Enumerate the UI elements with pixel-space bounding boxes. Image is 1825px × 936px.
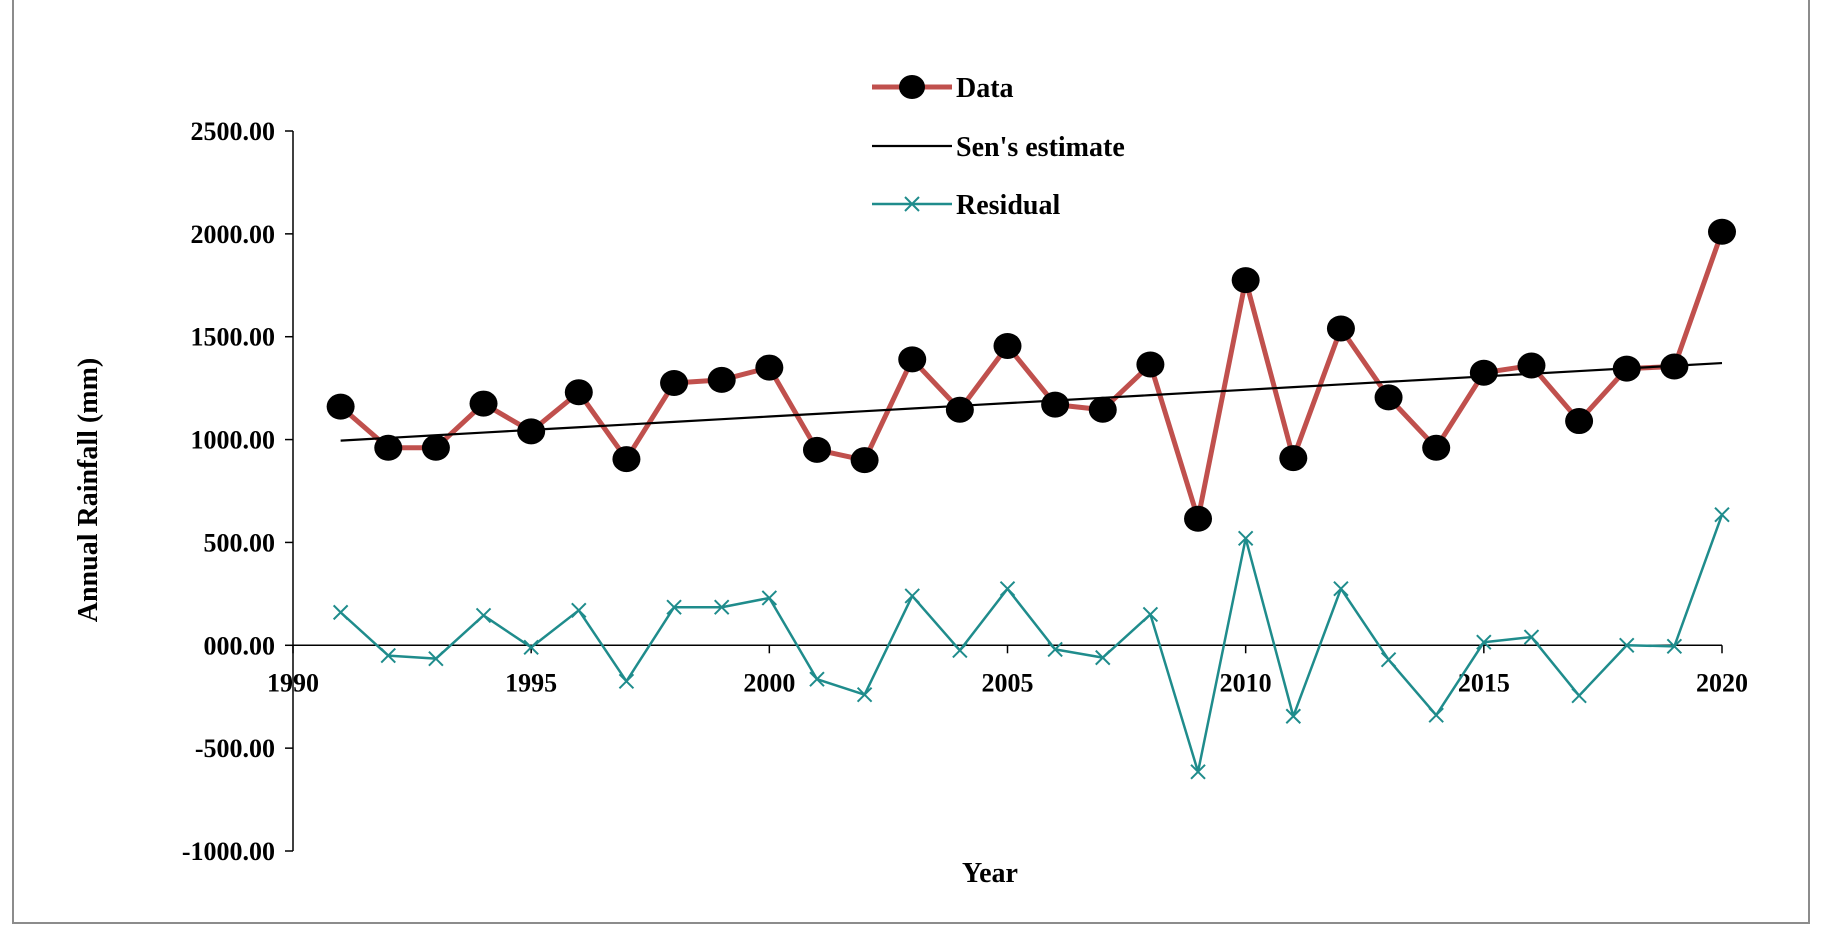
axis-ticks: 2500.00 2000.00 1500.00 1000.00 500.00 000.00… [182, 117, 1748, 866]
y-tick-label: 1500.00 [191, 323, 276, 352]
series-residual [332, 506, 1730, 780]
data-point [850, 447, 879, 474]
y-tick-label: 2000.00 [191, 220, 276, 249]
residual-point [1095, 649, 1111, 666]
data-point [1422, 434, 1451, 461]
data-point [993, 332, 1022, 359]
series-layer [326, 218, 1736, 780]
data-point [1231, 267, 1260, 294]
residual-point [1333, 581, 1349, 597]
residual-point [1285, 708, 1302, 724]
x-tick-label: 2015 [1458, 668, 1510, 697]
data-point [1136, 351, 1165, 378]
data-point [1184, 505, 1213, 532]
chart-frame [12, 0, 1810, 924]
data-point [1565, 408, 1594, 435]
residual-point [1619, 637, 1635, 653]
residual-point [856, 686, 873, 703]
residual-point [618, 673, 635, 689]
series-line-sen-s-estimate [340, 361, 1723, 442]
residual-point [809, 671, 825, 687]
legend-item-data: Data [872, 73, 1014, 104]
legend: Data Sen's estimate Residual [872, 73, 1125, 221]
data-point [707, 366, 736, 393]
residual-point [1237, 530, 1254, 547]
residual-point [904, 588, 920, 604]
data-point [1469, 359, 1498, 386]
x-tick-label: 1990 [267, 668, 319, 697]
residual-point [1666, 638, 1683, 655]
y-tick-label: 500.00 [204, 528, 276, 557]
y-tick-label: 000.00 [204, 631, 276, 660]
data-point [517, 418, 546, 445]
data-point [421, 434, 450, 461]
data-point [1041, 391, 1070, 418]
residual-point [713, 599, 730, 615]
residual-point [380, 647, 396, 664]
data-point [898, 346, 927, 373]
x-tick-label: 2020 [1696, 668, 1748, 697]
legend-item-sen-s-estimate: Sen's estimate [872, 132, 1125, 163]
x-tick-label: 2000 [743, 668, 795, 697]
x-tick-label: 1995 [505, 668, 557, 697]
data-point [802, 436, 831, 463]
data-point [326, 393, 355, 420]
legend-label: Sen's estimate [956, 132, 1125, 163]
legend-marker-circle [899, 75, 925, 99]
data-point [564, 379, 593, 406]
residual-point [475, 607, 492, 624]
data-point [1708, 218, 1736, 245]
residual-point [428, 650, 444, 667]
y-tick-label: 1000.00 [191, 426, 276, 455]
data-point [469, 390, 498, 417]
residual-point [761, 590, 778, 606]
series-sen-s-estimate [340, 361, 1723, 442]
y-axis-title: Annual Rainfall (mm) [73, 358, 104, 622]
y-tick-label: -1000.00 [182, 837, 275, 866]
residual-point [1523, 629, 1540, 645]
data-point [1279, 445, 1308, 472]
data-point [1517, 352, 1546, 379]
residual-point [1142, 606, 1159, 623]
legend-label: Data [956, 73, 1014, 104]
residual-point [1380, 651, 1397, 668]
data-point [945, 396, 974, 423]
legend-marker-x [904, 196, 920, 212]
data-point [660, 370, 689, 396]
residual-point [1571, 687, 1587, 704]
y-tick-label: -500.00 [195, 734, 275, 763]
y-tick-label: 2500.00 [191, 117, 276, 146]
data-point [1326, 315, 1355, 342]
residual-point [332, 604, 349, 621]
legend-item-residual: Residual [872, 190, 1060, 221]
residual-point [999, 581, 1016, 597]
x-axis-title: Year [962, 858, 1018, 889]
data-point [612, 446, 641, 473]
residual-point [1047, 641, 1063, 658]
residual-point [1476, 634, 1492, 650]
data-point [1374, 384, 1403, 411]
data-point [755, 354, 784, 381]
series-data [326, 218, 1736, 532]
data-point [374, 434, 403, 461]
data-point [1088, 396, 1117, 423]
residual-point [523, 639, 539, 656]
residual-point [952, 642, 968, 659]
series-line-residual [339, 514, 1724, 774]
residual-point [1428, 707, 1444, 723]
x-tick-label: 2005 [982, 668, 1034, 697]
legend-label: Residual [956, 190, 1060, 221]
x-tick-label: 2010 [1220, 668, 1272, 697]
residual-point [1190, 764, 1206, 780]
residual-point [571, 602, 587, 619]
residual-point [666, 599, 682, 615]
residual-point [1714, 506, 1730, 523]
